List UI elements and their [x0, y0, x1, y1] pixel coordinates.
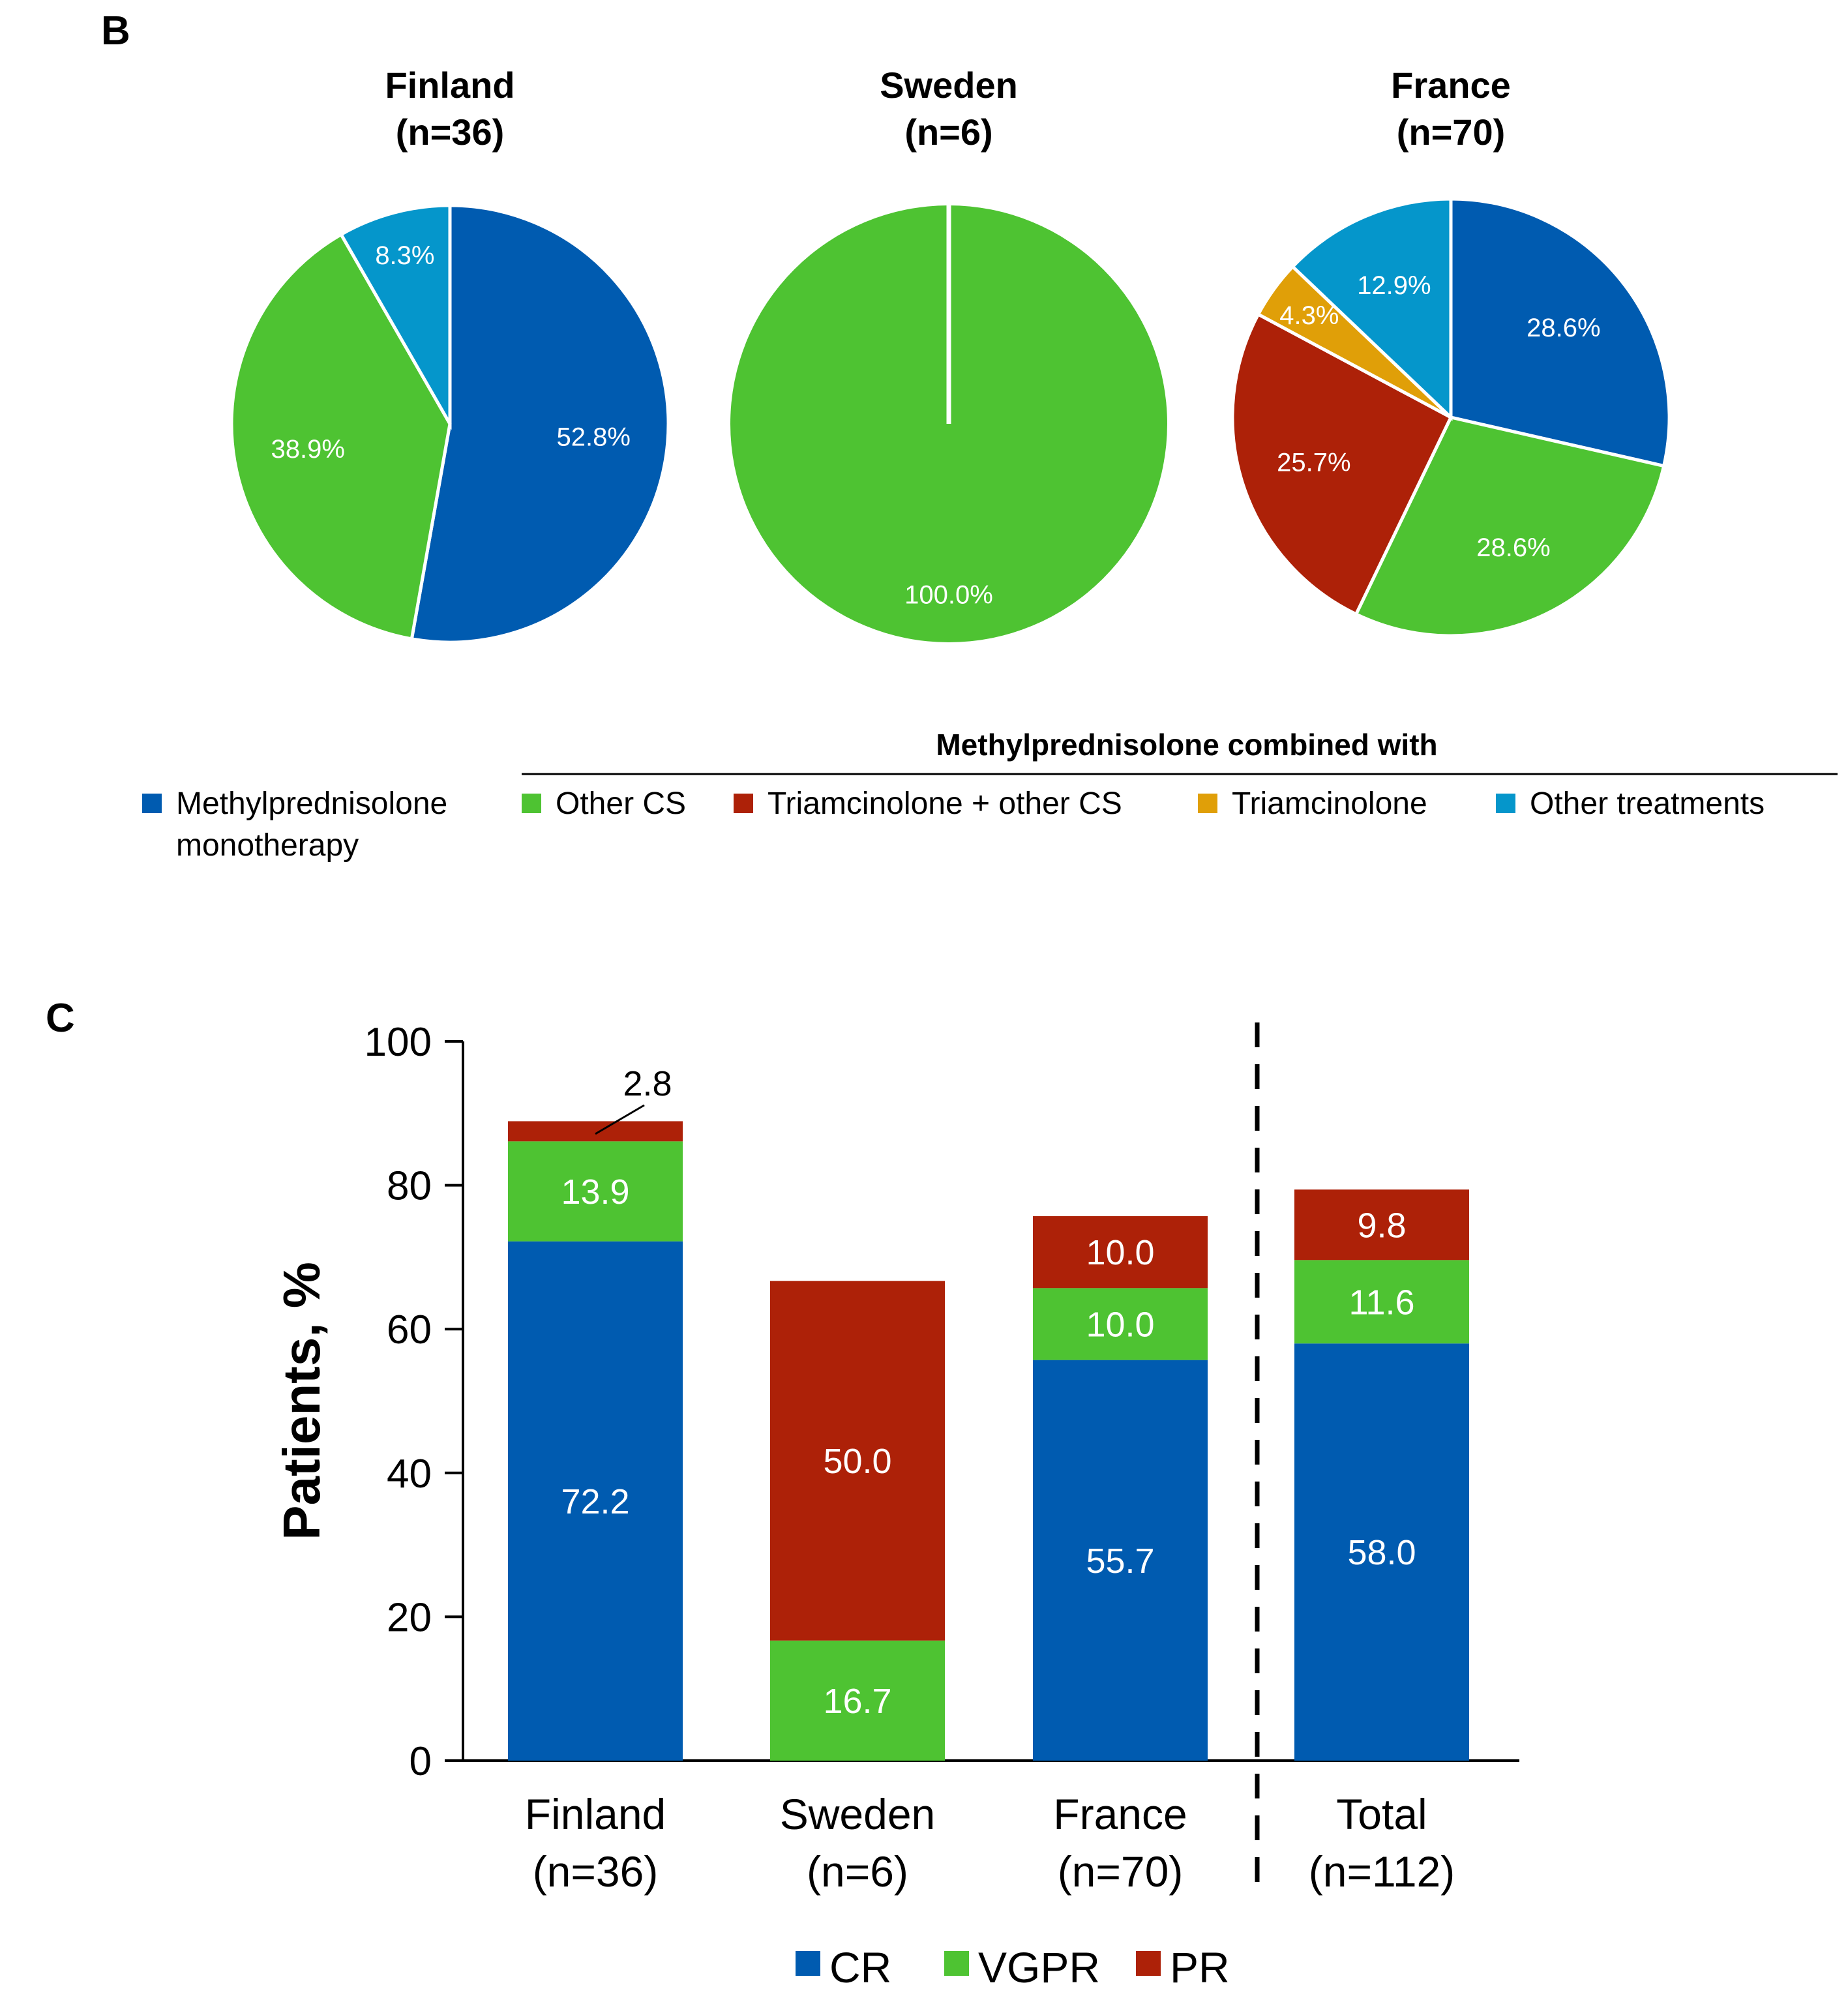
- bar-france-vgpr: [1033, 1288, 1208, 1360]
- legend-swatch-othercs: [522, 794, 541, 813]
- bar-legend-label-cr: CR: [829, 1943, 891, 1991]
- bar-label-finland-vgpr: 13.9: [561, 1172, 629, 1212]
- legend-label-mono-line2: monotherapy: [176, 828, 359, 863]
- bar-label-sweden-vgpr: 16.7: [823, 1682, 891, 1721]
- legend-label-othercs: Other CS: [556, 786, 686, 821]
- bar-sweden-vgpr: [770, 1640, 945, 1761]
- pie-subtitle-sweden: (n=6): [904, 112, 992, 153]
- pie-charts: Finland (n=36) 52.8% 38.9% 8.3% Sweden (n=6) 10…: [230, 65, 1671, 644]
- pie-title-finland: Finland: [385, 65, 514, 106]
- legend-label-mono: Methylprednisolone: [176, 786, 447, 821]
- bar-sweden-pr: [770, 1281, 945, 1641]
- pie-subtitle-france: (n=70): [1397, 112, 1506, 153]
- bar-label-france-vgpr: 10.0: [1086, 1305, 1154, 1344]
- x-sublabel-finland: (n=36): [533, 1847, 659, 1896]
- bar-legend-swatch-pr: [1136, 1951, 1161, 1976]
- bar-label-total-cr: 58.0: [1347, 1533, 1416, 1572]
- bar-finland-vgpr: [508, 1141, 683, 1242]
- legend-label-tri: Triamcinolone: [1232, 786, 1427, 821]
- pie-slice-finland-othercs: [230, 232, 452, 641]
- x-label-france: France: [1053, 1790, 1187, 1838]
- pie-label-france-othercs: 28.6%: [1476, 533, 1550, 562]
- bar-label-finland-cr: 72.2: [561, 1482, 629, 1521]
- legend-label-othertx: Other treatments: [1530, 786, 1765, 821]
- legend-header: Methylprednisolone combined with: [936, 728, 1437, 762]
- y-tick-label-100: 100: [365, 1020, 432, 1065]
- x-label-total: Total: [1336, 1790, 1427, 1838]
- bar-label-france-cr: 55.7: [1086, 1542, 1154, 1581]
- x-sublabel-total: (n=112): [1309, 1847, 1455, 1896]
- bar-legend-swatch-vgpr: [944, 1951, 969, 1976]
- pie-slice-finland-mono: [410, 203, 670, 644]
- pie-legend: Methylprednisolone combined with Methylpr…: [142, 728, 1838, 863]
- y-axis-label: Patients, %: [273, 1262, 331, 1540]
- bar-legend-label-vgpr: VGPR: [978, 1943, 1100, 1991]
- pie-slice-france-mono: [1449, 197, 1671, 468]
- panel-b-letter: B: [101, 8, 130, 53]
- bar-chart: 0 20 40 60 80 100 Patients, % 72.2 13.9 2.8 Finlan…: [273, 1020, 1519, 1991]
- x-sublabel-france: (n=70): [1058, 1847, 1184, 1896]
- legend-label-triother: Triamcinolone + other CS: [768, 786, 1122, 821]
- y-tick-label-40: 40: [387, 1452, 432, 1497]
- pie-slice-france-othercs: [1354, 415, 1666, 638]
- callout-line-finland-pr: [595, 1104, 645, 1135]
- x-label-finland: Finland: [525, 1790, 666, 1838]
- bar-label-finland-pr: 2.8: [623, 1064, 672, 1103]
- pie-subtitle-finland: (n=36): [396, 112, 505, 153]
- pie-title-france: France: [1391, 65, 1511, 106]
- bar-label-france-pr: 10.0: [1086, 1233, 1154, 1272]
- x-sublabel-sweden: (n=6): [807, 1847, 908, 1896]
- pie-slice-finland-othertx: [338, 203, 452, 430]
- bar-label-sweden-pr: 50.0: [823, 1442, 891, 1481]
- bar-label-total-pr: 9.8: [1357, 1206, 1406, 1245]
- bar-france-pr: [1033, 1216, 1208, 1289]
- pie-label-france-mono: 28.6%: [1527, 314, 1600, 342]
- pie-title-sweden: Sweden: [880, 65, 1018, 106]
- pie-label-sweden-othercs: 100.0%: [904, 580, 993, 609]
- pie-label-france-othertx: 12.9%: [1357, 271, 1431, 300]
- pie-label-finland-mono: 52.8%: [557, 423, 631, 451]
- bar-total-pr: [1294, 1189, 1469, 1260]
- x-label-sweden: Sweden: [780, 1790, 936, 1838]
- legend-swatch-tri: [1198, 794, 1217, 813]
- pie-slice-france-othertx: [1290, 197, 1453, 421]
- legend-swatch-triother: [734, 794, 753, 813]
- pie-label-france-tri: 4.3%: [1279, 301, 1339, 330]
- bar-finland-pr: [508, 1121, 683, 1142]
- pie-label-france-triother: 25.7%: [1277, 449, 1350, 477]
- bar-legend-label-pr: PR: [1170, 1943, 1230, 1991]
- bar-total-vgpr: [1294, 1260, 1469, 1344]
- pie-label-finland-othertx: 8.3%: [375, 241, 434, 270]
- panel-c-letter: C: [46, 996, 75, 1041]
- bar-france-cr: [1033, 1360, 1208, 1761]
- pie-label-finland-othercs: 38.9%: [271, 435, 344, 464]
- y-tick-label-0: 0: [410, 1739, 432, 1784]
- bar-label-total-vgpr: 11.6: [1349, 1283, 1414, 1322]
- y-tick-label-80: 80: [387, 1164, 432, 1209]
- bar-legend-swatch-cr: [796, 1951, 820, 1976]
- legend-swatch-othertx: [1496, 794, 1515, 813]
- bar-total-cr: [1294, 1343, 1469, 1761]
- y-tick-label-60: 60: [387, 1307, 432, 1352]
- y-tick-label-20: 20: [387, 1595, 432, 1640]
- legend-swatch-mono: [142, 794, 162, 813]
- bar-finland-cr: [508, 1241, 683, 1761]
